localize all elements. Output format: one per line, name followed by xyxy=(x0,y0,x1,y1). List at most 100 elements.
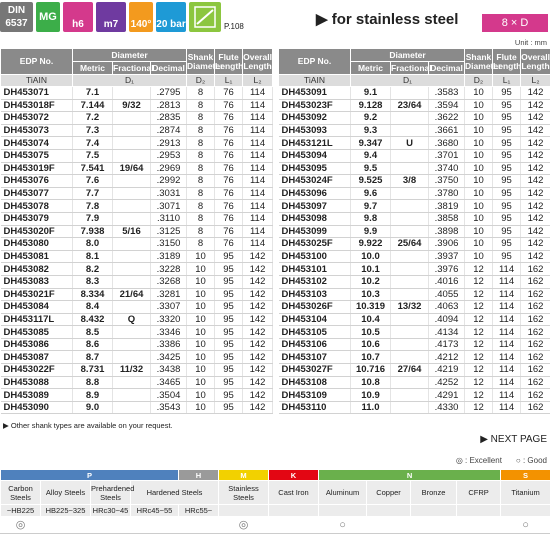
cell: .4252 xyxy=(428,376,466,390)
cell: 114 xyxy=(242,187,274,201)
cell: 162 xyxy=(520,325,550,339)
column-header: Shank Diameter xyxy=(464,48,501,75)
cell xyxy=(390,225,429,239)
cell xyxy=(112,388,151,402)
cell: 9.1 xyxy=(350,86,391,100)
product-row: DH453121L 9.347 U .3680 10 95 142 xyxy=(278,136,550,150)
product-row: DH453108 10.8 .4252 12 114 162 xyxy=(278,376,550,390)
cell: 114 xyxy=(242,212,274,226)
cell: .3898 xyxy=(428,225,466,239)
product-row: DH453083 8.3 .3268 10 95 142 xyxy=(0,275,274,289)
cell: 142 xyxy=(520,212,550,226)
cell: 8 xyxy=(186,187,216,201)
cell: 10 xyxy=(186,388,216,402)
tool-icon xyxy=(189,2,221,32)
cell: 9.9 xyxy=(350,225,391,239)
cell: 142 xyxy=(520,250,550,264)
cell: 95 xyxy=(214,250,244,264)
product-row: DH453094 9.4 .3701 10 95 142 xyxy=(278,149,550,163)
cell: 10 xyxy=(186,262,216,276)
cell: 9.2 xyxy=(350,111,391,125)
cell: .3281 xyxy=(150,288,188,302)
cell: 10.7 xyxy=(350,350,391,365)
cell: 8 xyxy=(186,86,216,100)
product-row: DH453091 9.1 .3583 10 95 142 xyxy=(278,86,550,100)
cell: 25/64 xyxy=(390,237,429,251)
name-row: Carbon Steels Alloy Steels Prehardened Ste… xyxy=(0,480,550,505)
cell: 10 xyxy=(186,350,216,365)
cell: 12 xyxy=(464,401,494,415)
cell: 114 xyxy=(492,275,522,289)
cell: 95 xyxy=(492,212,522,226)
hardness: HRc45~55 xyxy=(129,504,180,517)
cell xyxy=(390,162,429,176)
cell: 5/16 xyxy=(112,225,151,239)
cell: 7.938 xyxy=(72,225,113,239)
cell xyxy=(112,199,151,213)
cell: 95 xyxy=(492,124,522,138)
column-header: Fractional xyxy=(390,61,432,75)
cell: 76 xyxy=(214,187,244,201)
material-name: Stainless Steels xyxy=(218,480,270,505)
cell: 7.6 xyxy=(72,174,113,188)
cell: 12 xyxy=(464,275,494,289)
cell: 114 xyxy=(492,338,522,352)
cell: 10 xyxy=(464,237,494,251)
cell: 8 xyxy=(186,212,216,226)
product-row: DH453097 9.7 .3819 10 95 142 xyxy=(278,199,550,213)
column-header: Diameter xyxy=(349,48,466,62)
cell: 10 xyxy=(464,124,494,138)
cell: .3661 xyxy=(428,124,466,138)
product-row: DH453089 8.9 .3504 10 95 142 xyxy=(0,388,274,402)
column-header: Decimal xyxy=(427,61,466,75)
cell: 10 xyxy=(464,250,494,264)
column-symbol: D₂ xyxy=(186,74,216,87)
cell: 8.731 xyxy=(72,363,113,377)
cell: DH453121L xyxy=(278,136,351,150)
cell: 95 xyxy=(214,363,244,377)
cell: 76 xyxy=(214,212,244,226)
cell: 12 xyxy=(464,376,494,390)
cell: 10.5 xyxy=(350,325,391,339)
column-header: EDP No. xyxy=(0,48,73,75)
cell: 9.525 xyxy=(350,174,391,188)
cell: 8.3 xyxy=(72,275,113,289)
hardness xyxy=(500,504,550,517)
material-group: K xyxy=(268,469,320,481)
material-group: P xyxy=(0,469,180,481)
cell xyxy=(112,350,151,365)
cell: DH453107 xyxy=(278,350,351,365)
cell: 142 xyxy=(242,313,274,327)
cell: 8 xyxy=(186,124,216,138)
product-row: DH453024F 9.525 3/8.3750 10 95 142 xyxy=(278,174,550,188)
cell: .2795 xyxy=(150,86,188,100)
legend-item: ◎ : Excellent xyxy=(455,456,502,465)
cell: DH453086 xyxy=(0,338,73,352)
note: ▶ Other shank types are available on you… xyxy=(3,421,173,430)
cell: 142 xyxy=(520,187,550,201)
rating xyxy=(40,516,91,534)
cell: 95 xyxy=(214,388,244,402)
cell: 9.922 xyxy=(350,237,391,251)
product-row: DH453087 8.7 .3425 10 95 142 xyxy=(0,350,274,365)
cell: 114 xyxy=(492,313,522,327)
cell: DH453073 xyxy=(0,124,73,138)
cell: DH453088 xyxy=(0,376,73,390)
column-header: EDP No. xyxy=(278,48,351,75)
cell: 8 xyxy=(186,99,216,113)
material-name: Bronze xyxy=(410,480,458,505)
cell xyxy=(390,199,429,213)
cell: 10.4 xyxy=(350,313,391,327)
cell: 10 xyxy=(186,313,216,327)
cell: 76 xyxy=(214,111,244,125)
cell xyxy=(112,338,151,352)
cell: 142 xyxy=(520,199,550,213)
badge: h6 xyxy=(63,2,93,32)
cell: 114 xyxy=(242,136,274,150)
cell: 142 xyxy=(242,338,274,352)
cell: .2969 xyxy=(150,162,188,176)
cell: 12 xyxy=(464,262,494,276)
cell: 162 xyxy=(520,300,550,314)
product-row: DH453018F 7.144 9/32.2813 8 76 114 xyxy=(0,99,274,113)
next-page[interactable]: ▶ NEXT PAGE xyxy=(480,434,547,445)
